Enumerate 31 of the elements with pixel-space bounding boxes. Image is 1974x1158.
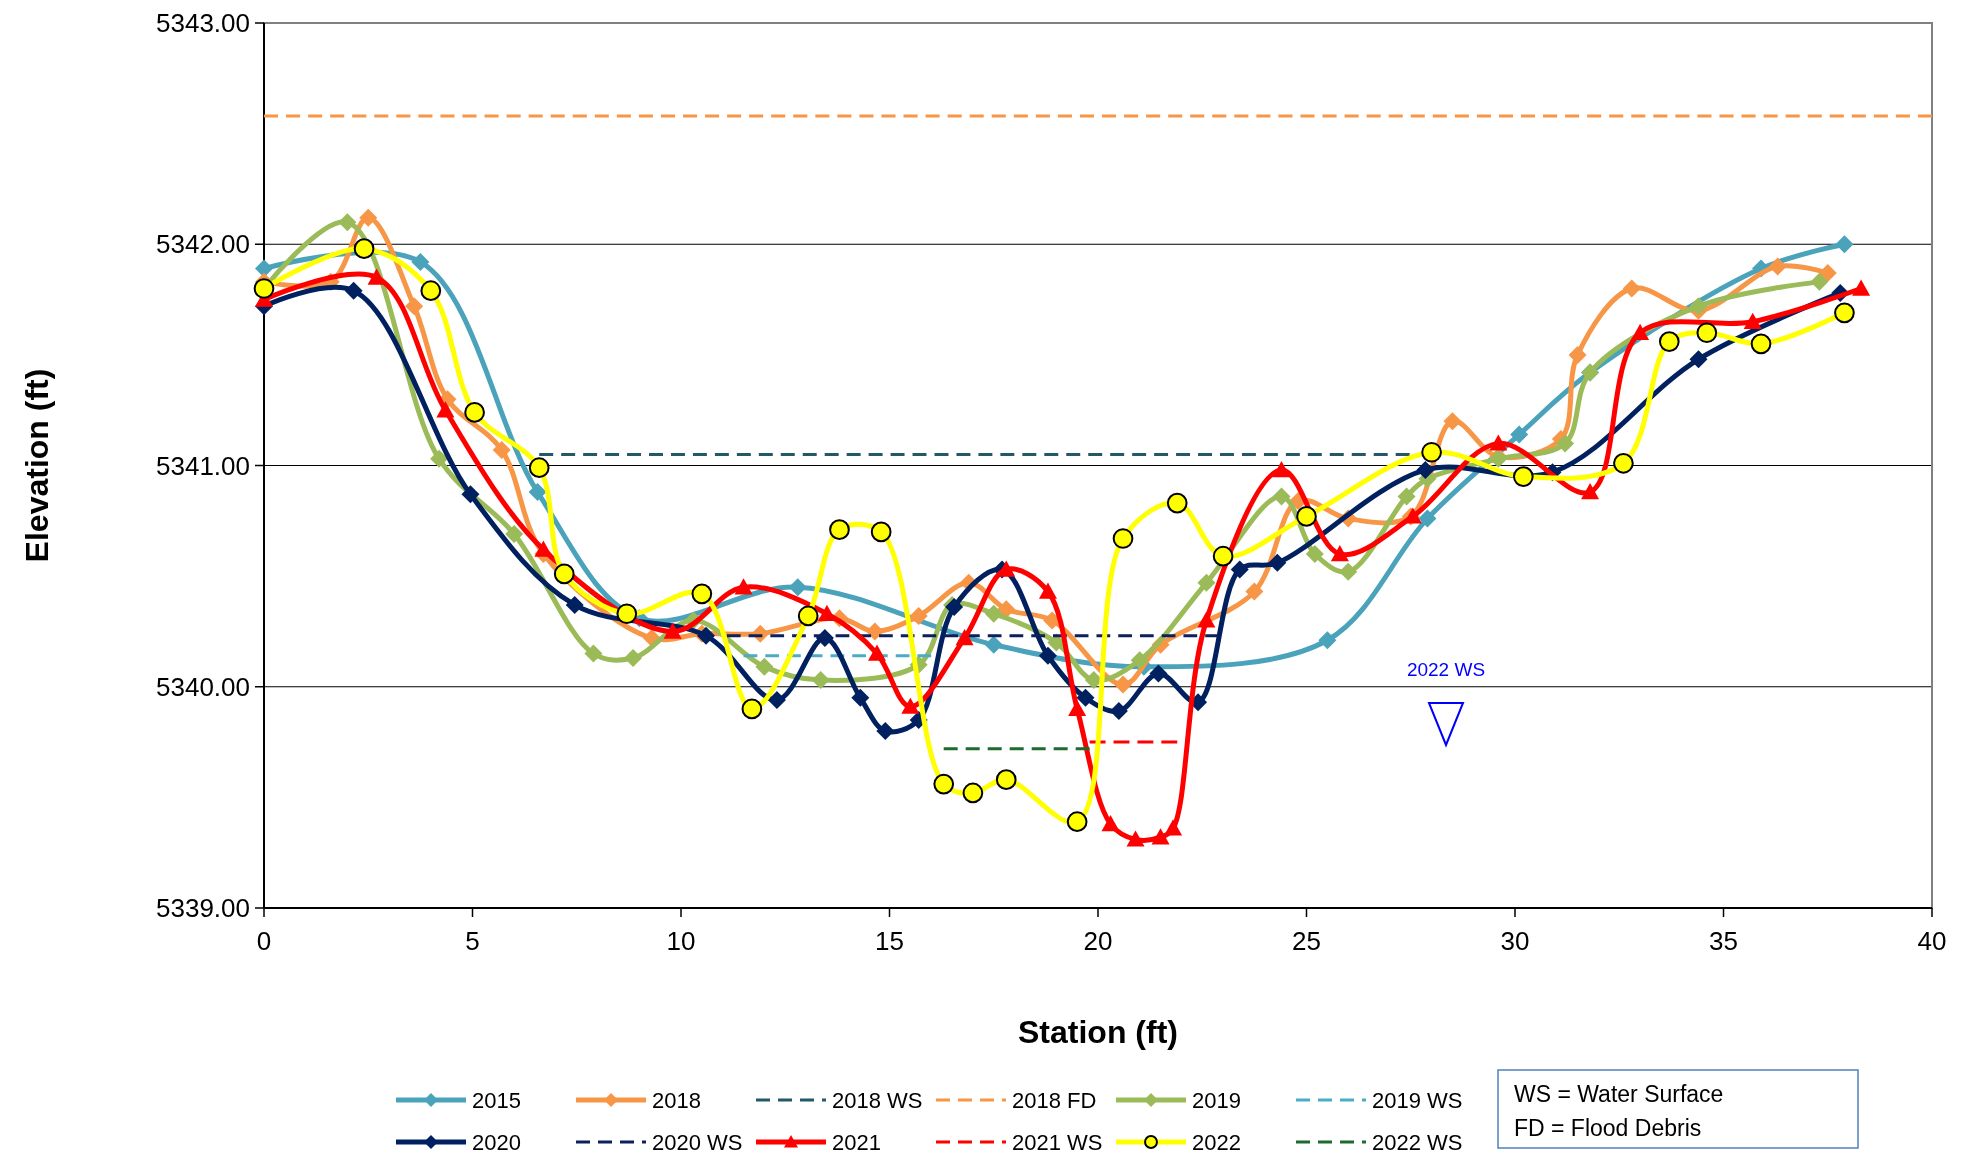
x-tick-label: 35 [1709, 926, 1738, 956]
y-tick-label: 5339.00 [156, 893, 250, 924]
legend-label: 2018 [652, 1087, 701, 1113]
x-tick-label: 25 [1292, 926, 1321, 956]
text: WS = Water Surface [1514, 1081, 1724, 1107]
legend-label: 2015 [472, 1087, 521, 1113]
legend-label: 2019 WS [1372, 1087, 1463, 1113]
x-tick-label: 40 [1917, 926, 1947, 956]
legend-label: 2021 WS [1012, 1129, 1103, 1155]
legend-label: 2018 WS [832, 1087, 923, 1113]
y-tick-label: 5342.00 [156, 229, 250, 260]
legend-label: 2019 [1192, 1087, 1241, 1113]
annotation: 2022 WS [1406, 659, 1486, 680]
x-tick-label: 20 [1083, 926, 1113, 956]
y-tick-label: 5340.00 [156, 671, 250, 702]
legend-label: 2021 [832, 1129, 881, 1155]
x-tick-label: 10 [666, 926, 696, 956]
y-tick-label: 5341.00 [156, 450, 250, 481]
legend-label: 2020 WS [652, 1129, 743, 1155]
y-axis-title: Elevation (ft) [19, 368, 55, 563]
legend-label: 2022 [1192, 1129, 1241, 1155]
x-tick-label: 15 [875, 926, 904, 956]
legend-label: 2018 FD [1012, 1087, 1097, 1113]
legend-label: 2022 WS [1372, 1129, 1463, 1155]
x-tick-label: 5 [465, 926, 480, 956]
text: FD = Flood Debris [1514, 1115, 1702, 1141]
x-tick-label: 30 [1500, 926, 1530, 956]
x-axis-title: Station (ft) [1018, 1014, 1178, 1050]
legend-label: 2020 [472, 1129, 521, 1155]
x-tick-label: 0 [256, 926, 272, 956]
y-tick-label: 5343.00 [156, 8, 250, 39]
